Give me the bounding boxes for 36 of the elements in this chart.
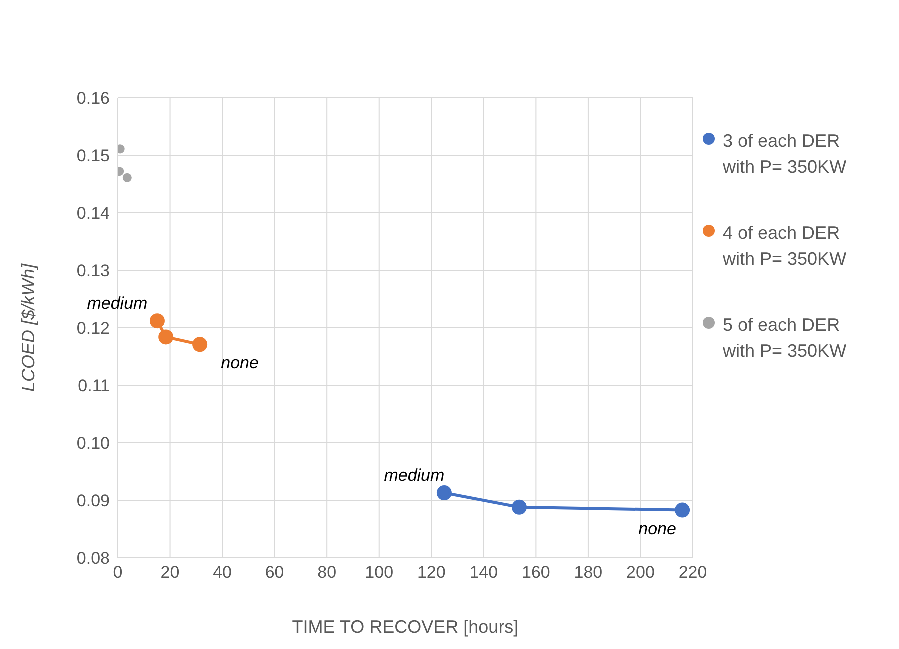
point — [192, 337, 208, 352]
x-tick-label: 220 — [678, 563, 708, 582]
annotation: medium — [87, 294, 148, 314]
point — [150, 314, 165, 329]
x-tick-label: 160 — [522, 563, 550, 582]
x-tick-label: 140 — [470, 563, 498, 582]
legend-label: 4 of each DER with P= 350KW — [723, 222, 848, 271]
y-tick-label: 0.08 — [76, 549, 110, 568]
y-tick-label: 0.16 — [76, 89, 110, 108]
x-tick-label: 200 — [626, 563, 655, 582]
point — [675, 502, 690, 518]
x-tick-label: 60 — [265, 563, 284, 582]
y-axis-title: LCOED [$/kWh] — [18, 262, 38, 392]
y-tick-label: 0.09 — [76, 492, 110, 511]
x-tick-label: 0 — [113, 563, 123, 582]
y-tick-label: 0.14 — [76, 204, 110, 224]
x-axis-title: TIME TO RECOVER [hours] — [292, 617, 519, 637]
legend-label: 3 of each DER with P= 350KW — [723, 130, 848, 179]
y-tick-label: 0.10 — [76, 434, 110, 454]
x-tick-label: 180 — [574, 563, 603, 582]
x-tick-label: 40 — [213, 563, 232, 582]
x-tick-label: 100 — [365, 563, 394, 582]
y-tick-label: 0.11 — [78, 376, 110, 396]
y-tick-label: 0.13 — [76, 262, 110, 281]
annotation: none — [638, 519, 676, 538]
x-tick-label: 80 — [318, 563, 337, 582]
point — [158, 330, 174, 345]
annotation: medium — [384, 466, 445, 486]
y-tick-label: 0.12 — [76, 319, 110, 338]
annotation: none — [221, 354, 259, 373]
legend-label: 5 of each DER with P= 350KW — [723, 314, 848, 363]
x-tick-label: 120 — [417, 563, 446, 582]
y-tick-label: 0.15 — [76, 146, 110, 166]
x-tick-label: 20 — [160, 563, 180, 582]
point — [436, 486, 452, 501]
point — [512, 500, 527, 515]
